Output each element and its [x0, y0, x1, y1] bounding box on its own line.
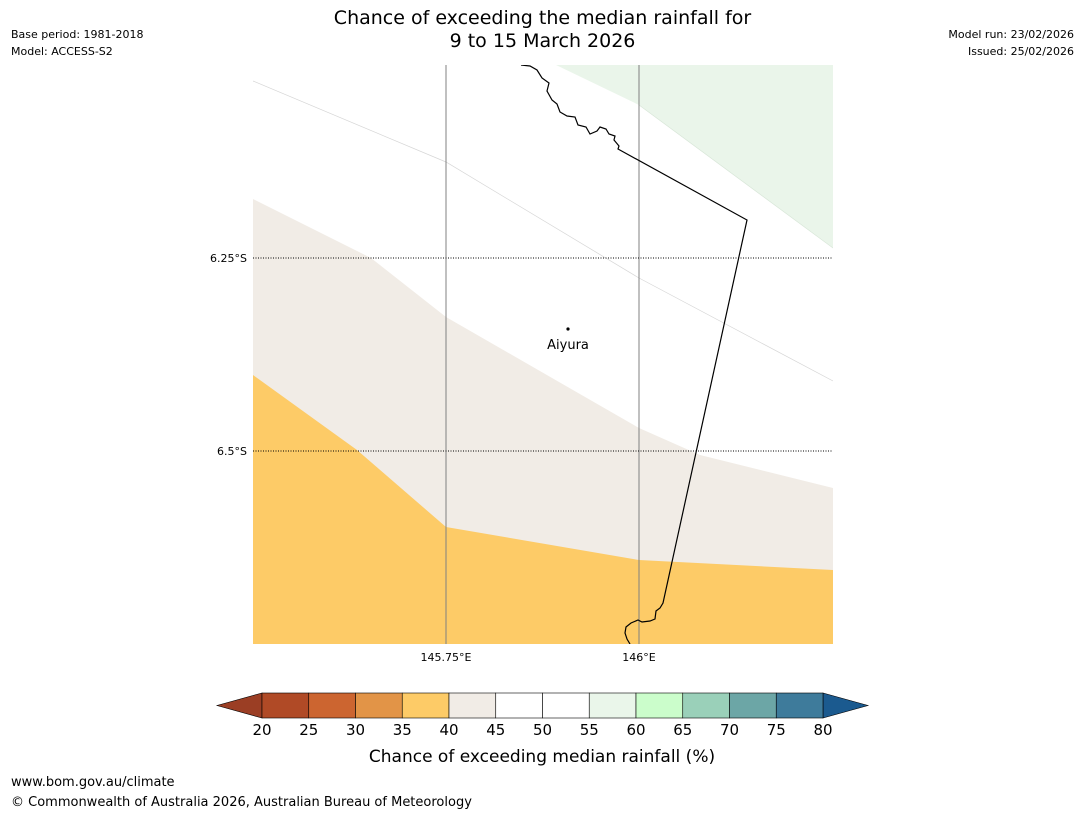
model-text: Model: ACCESS-S2 [11, 45, 113, 58]
colorbar-label: Chance of exceeding median rainfall (%) [369, 747, 715, 767]
aiyura-marker [566, 327, 570, 331]
lat-label-6-5: 6.5°S [217, 445, 247, 458]
colorbar-segment [261, 692, 310, 719]
zone-35-40 [253, 375, 833, 644]
base-period-text: Base period: 1981-2018 [11, 28, 144, 41]
colorbar-segment [495, 692, 543, 719]
footer-url: www.bom.gov.au/climate [11, 775, 175, 790]
colorbar-tick-label: 50 [533, 721, 552, 739]
colorbar-tick-label: 40 [439, 721, 458, 739]
colorbar-tick-label: 30 [346, 721, 365, 739]
province-boundary [520, 65, 748, 644]
colorbar-segment [448, 692, 497, 719]
colorbar-tick-label: 80 [813, 721, 832, 739]
issued-text: Issued: 25/02/2026 [967, 45, 1074, 58]
lon-label-146: 146°E [622, 651, 655, 664]
footer-copyright: © Commonwealth of Australia 2026, Austra… [11, 795, 472, 810]
contour-line [638, 104, 833, 249]
colorbar-segment [775, 692, 824, 719]
colorbar-segment [635, 692, 684, 719]
contour-line [253, 80, 833, 382]
title-line-2: 9 to 15 March 2026 [449, 30, 636, 52]
map-plot-area [253, 65, 833, 644]
colorbar-tick-label: 60 [626, 721, 645, 739]
colorbar-high-extend [822, 692, 870, 719]
model-run-text: Model run: 23/02/2026 [948, 28, 1074, 41]
colorbar-low-extend [215, 692, 263, 719]
colorbar-segment [542, 692, 590, 719]
colorbar-segment [588, 692, 637, 719]
colorbar-segment [729, 692, 777, 719]
page-title: Chance of exceeding the median rainfall … [0, 7, 1085, 53]
colorbar-tick-label: 65 [673, 721, 692, 739]
colorbar-segment [355, 692, 403, 719]
colorbar-tick-label: 35 [393, 721, 412, 739]
colorbar-segment [682, 692, 730, 719]
colorbar-tick-label: 45 [486, 721, 505, 739]
aiyura-label: Aiyura [547, 338, 589, 353]
colorbar-tick-label: 25 [299, 721, 318, 739]
colorbar-segment [308, 692, 356, 719]
lon-label-145-75: 145.75°E [421, 651, 472, 664]
colorbar: 20 25 30 35 40 45 50 55 60 65 70 75 80 [215, 692, 870, 739]
title-line-1: Chance of exceeding the median rainfall … [333, 7, 752, 29]
colorbar-tick-label: 75 [767, 721, 786, 739]
colorbar-tick-label: 55 [580, 721, 599, 739]
colorbar-tick-label: 20 [252, 721, 271, 739]
colorbar-tick-label: 70 [720, 721, 739, 739]
lat-label-6-25: 6.25°S [210, 252, 247, 265]
colorbar-segment [401, 692, 450, 719]
zone-55-60 [556, 65, 833, 248]
